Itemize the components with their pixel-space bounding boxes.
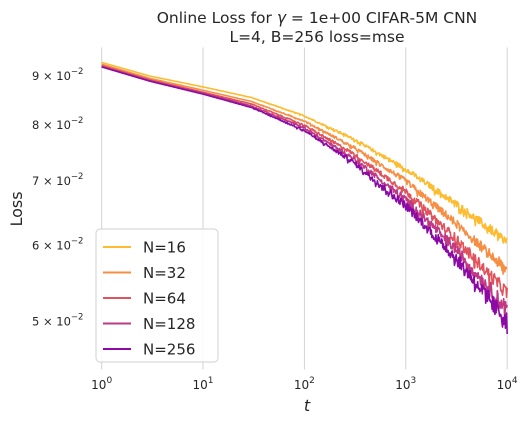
x-tick-label: 100 [91,376,112,392]
series-line-n-32 [101,63,508,275]
chart-title-line2: L=4, B=256 loss=mse [229,28,404,46]
y-tick-label: 5 × 10−2 [32,312,83,328]
y-tick-label: 6 × 10−2 [32,236,83,252]
x-tick-label: 101 [193,376,214,392]
legend: N=16 N=32 N=64 N=128 N=256 [95,228,219,363]
y-tick-label: 7 × 10−2 [32,172,83,188]
chart-title-line1: Online Loss for γ = 1e+00 CIFAR-5M CNN [157,9,478,27]
legend-label: N=16 [143,239,186,257]
plot-frame [88,46,526,371]
x-tick-label: 103 [395,376,416,392]
x-axis-ticks: 100 101 102 103 104 [91,376,518,392]
series-line-n-16 [101,61,508,244]
legend-label: N=32 [143,264,186,282]
series-line-n-256 [101,66,508,335]
x-tick-label: 102 [294,376,315,392]
legend-label: N=64 [143,290,186,308]
series-group [101,61,508,335]
y-axis-label: Loss [7,191,26,226]
x-axis-label: t [304,396,311,415]
y-tick-label: 9 × 10−2 [32,67,83,83]
legend-box [95,228,219,363]
legend-label: N=256 [143,341,195,359]
legend-label: N=128 [143,315,195,333]
plot-area [88,46,526,371]
y-axis-ticks: 9 × 10−2 8 × 10−2 7 × 10−2 6 × 10−2 5 × 10−2 [32,67,83,328]
series-line-n-64 [101,64,508,299]
y-tick-label: 8 × 10−2 [32,116,83,132]
x-tick-label: 104 [497,376,518,392]
